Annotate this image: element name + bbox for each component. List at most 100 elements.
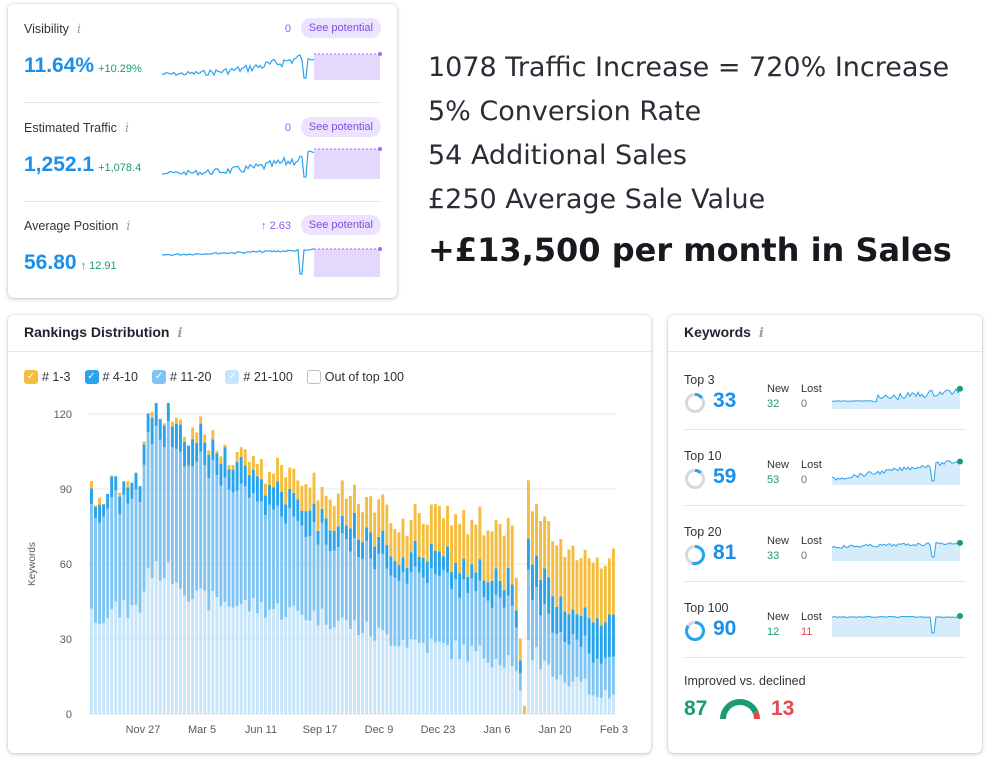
bar-segment [478, 559, 482, 581]
bar-segment [235, 606, 239, 714]
bar-segment [191, 466, 195, 600]
bar-segment [531, 564, 534, 601]
bar-segment [526, 480, 530, 539]
sparkline-path [832, 541, 961, 558]
bar-segment [90, 488, 93, 505]
bar-segment [470, 646, 474, 714]
bar-segment [138, 486, 142, 502]
bar-segment [191, 439, 195, 467]
bar-segment [417, 557, 421, 573]
bar-segment [514, 610, 518, 628]
info-icon[interactable]: i [126, 219, 131, 234]
metric-count: 0 [284, 23, 291, 35]
legend-item-out-of-top-100[interactable]: Out of top 100 [306, 370, 404, 384]
bar-segment [320, 486, 324, 509]
bar-segment [498, 665, 502, 714]
bar-segment [490, 667, 494, 714]
bar-segment [203, 434, 207, 443]
bar-segment [276, 505, 280, 604]
see-potential-button[interactable]: See potential [300, 215, 381, 235]
bar-segment [369, 558, 373, 637]
bar-segment [607, 656, 611, 699]
sparkline-path [162, 54, 315, 79]
info-icon[interactable]: i [76, 22, 82, 37]
bar-segment [518, 660, 522, 674]
bar-segment [611, 694, 615, 714]
legend-item-11-20[interactable]: ✓ # 11-20 [151, 370, 211, 384]
checkbox-unchecked-icon[interactable] [306, 370, 321, 384]
bar-segment [304, 620, 308, 714]
bar-segment [336, 526, 340, 548]
bar-segment [547, 664, 551, 714]
bar-segment [332, 530, 336, 551]
checkbox-checked-icon[interactable]: ✓ [151, 370, 166, 384]
bar-segment [247, 497, 251, 612]
bar-segment [478, 580, 482, 646]
info-icon[interactable]: i [177, 326, 183, 341]
bar-segment [446, 505, 449, 547]
bar-segment [591, 695, 595, 714]
bar-segment [199, 423, 203, 452]
kw-value: 90 [713, 617, 737, 640]
bar-segment [385, 634, 389, 714]
bar-segment [401, 572, 405, 640]
bar-segment [268, 485, 271, 505]
metric-label: Estimated Traffic i [24, 121, 130, 136]
sparkline-end-dot [957, 385, 963, 392]
bar-segment [583, 607, 587, 636]
see-potential-button[interactable]: See potential [300, 18, 381, 38]
bar-segment [421, 523, 425, 559]
legend-item-4-10[interactable]: ✓ # 4-10 [84, 370, 138, 384]
bar-segment [239, 457, 243, 484]
bar-segment [599, 625, 603, 664]
info-icon[interactable]: i [758, 326, 764, 341]
info-icon[interactable]: i [124, 121, 130, 136]
headline-line: 1078 Traffic Increase = 720% Increase [428, 52, 950, 83]
bar-segment [551, 632, 555, 677]
checkbox-checked-icon[interactable]: ✓ [24, 370, 38, 384]
bar-segment [518, 690, 522, 714]
bar-segment [437, 506, 441, 552]
card-title: Keywords i [684, 324, 764, 341]
potential-area [314, 54, 380, 80]
bar-segment [187, 465, 191, 602]
bar-segment [429, 504, 433, 544]
y-tick-label: 30 [60, 634, 72, 646]
divider [684, 657, 966, 658]
checkbox-checked-icon[interactable]: ✓ [225, 370, 240, 384]
bar-segment [377, 536, 381, 555]
bar-segment [510, 605, 514, 667]
bar-segment [288, 467, 292, 489]
bar-segment [405, 583, 409, 648]
bar-segment [607, 698, 611, 714]
bar-segment [365, 621, 369, 714]
kw-lost-label: Lost [801, 611, 822, 623]
visibility-sparkline [162, 52, 382, 80]
bar-segment [535, 647, 538, 714]
bar-segment [284, 617, 288, 714]
legend-item-21-100[interactable]: ✓ # 21-100 [225, 370, 293, 384]
sparkline-path [832, 460, 961, 482]
bar-segment [429, 568, 433, 639]
bar-segment [332, 550, 336, 628]
bar-segment [340, 480, 344, 516]
legend-item-1-3[interactable]: ✓ # 1-3 [24, 370, 71, 384]
bar-segment [187, 445, 191, 466]
bar-segment [369, 636, 373, 714]
bar-segment [340, 515, 344, 534]
bar-segment [353, 537, 356, 621]
bar-segment [316, 625, 320, 714]
bar-segment [90, 480, 93, 489]
checkbox-checked-icon[interactable]: ✓ [84, 370, 99, 384]
bar-segment [94, 506, 97, 519]
kw-label: Top 100 [684, 601, 729, 615]
bar-segment [110, 497, 114, 610]
bar-segment [263, 495, 267, 515]
bar-segment [397, 580, 401, 647]
see-potential-button[interactable]: See potential [300, 117, 381, 137]
sparkline-path [162, 248, 314, 275]
kw-label: Top 3 [684, 373, 715, 387]
bar-segment [446, 645, 449, 714]
progress-ring-icon [685, 545, 705, 565]
bar-segment [603, 622, 607, 658]
